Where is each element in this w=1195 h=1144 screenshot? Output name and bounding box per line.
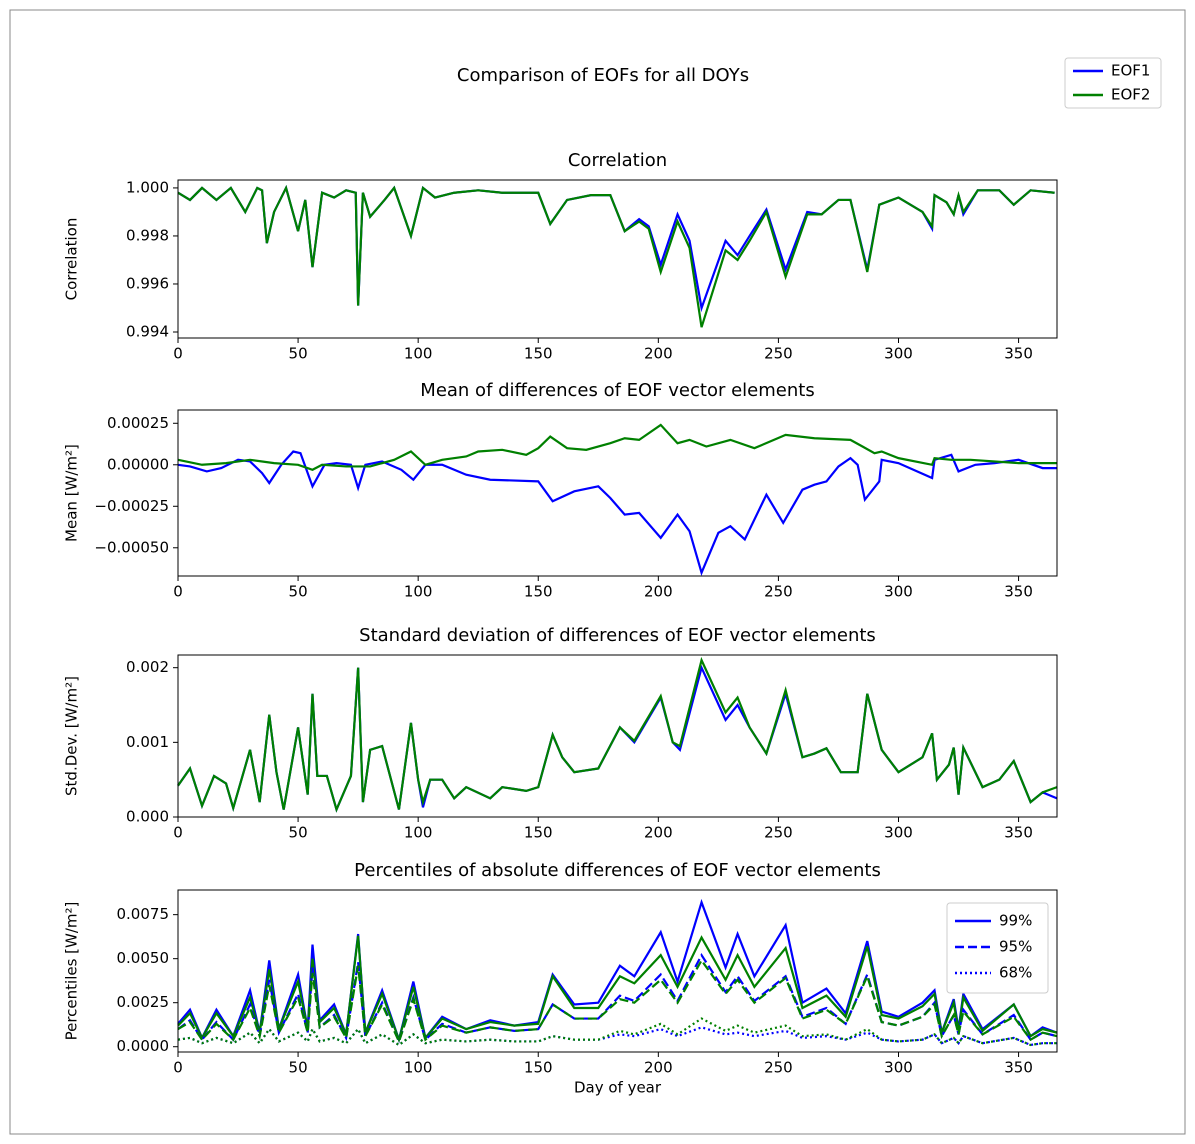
axes-frame xyxy=(177,889,1058,1053)
x-tick-label: 200 xyxy=(644,345,673,363)
x-tick-label: 200 xyxy=(644,1059,673,1077)
x-tick-label: 250 xyxy=(764,824,793,842)
legend-label: 68% xyxy=(999,964,1032,982)
data-line xyxy=(177,184,1055,328)
x-tick-label: 300 xyxy=(884,1059,913,1077)
x-tick-label: 0 xyxy=(173,345,183,363)
x-tick-label: 250 xyxy=(764,1059,793,1077)
y-tick-label: 0.0025 xyxy=(117,993,170,1011)
plot-area xyxy=(178,180,1057,338)
y-tick-label: 0.998 xyxy=(126,226,169,244)
x-tick-label: 250 xyxy=(764,583,793,601)
y-tick-label: −0.00050 xyxy=(94,538,169,556)
x-tick-label: 350 xyxy=(1004,1059,1033,1077)
legend-label: 95% xyxy=(999,938,1032,956)
x-tick-label: 250 xyxy=(764,345,793,363)
axes-frame xyxy=(177,654,1058,818)
x-tick-label: 150 xyxy=(524,824,553,842)
data-line xyxy=(177,958,1058,1045)
subplot-title: Standard deviation of differences of EOF… xyxy=(359,625,876,646)
x-tick-label: 350 xyxy=(1004,583,1033,601)
y-tick-label: 1.000 xyxy=(126,178,169,196)
x-tick-label: 50 xyxy=(289,345,308,363)
y-tick-label: 0.001 xyxy=(126,733,169,751)
axes-frame xyxy=(177,409,1058,577)
y-tick-label: 0.994 xyxy=(126,322,169,340)
y-axis-label: Std.Dev. [W/m²] xyxy=(63,676,81,796)
plot-area xyxy=(178,410,1057,576)
x-tick-label: 200 xyxy=(644,824,673,842)
y-tick-label: 0.0075 xyxy=(117,905,170,923)
x-tick-label: 300 xyxy=(884,583,913,601)
x-tick-label: 150 xyxy=(524,1059,553,1077)
x-tick-label: 150 xyxy=(524,583,553,601)
y-tick-label: 0.0050 xyxy=(117,949,170,967)
x-tick-label: 300 xyxy=(884,824,913,842)
y-tick-label: 0.996 xyxy=(126,274,169,292)
y-tick-label: 0.0000 xyxy=(117,1037,170,1055)
y-axis-label: Percentiles [W/m²] xyxy=(63,902,81,1041)
plot-area xyxy=(178,655,1057,817)
y-axis-label: Correlation xyxy=(63,218,81,301)
x-tick-label: 50 xyxy=(289,824,308,842)
legend-label: EOF1 xyxy=(1111,62,1150,80)
y-axis-label: Mean [W/m²] xyxy=(63,444,81,542)
legend-label: EOF2 xyxy=(1111,86,1150,104)
x-tick-label: 100 xyxy=(404,824,433,842)
x-tick-label: 200 xyxy=(644,583,673,601)
legend xyxy=(946,902,1049,994)
data-line xyxy=(177,1017,1057,1047)
subplot-title: Percentiles of absolute differences of E… xyxy=(354,860,881,881)
x-axis-label: Day of year xyxy=(574,1079,662,1097)
data-line xyxy=(177,898,1058,1044)
y-tick-label: 0.00025 xyxy=(107,414,169,432)
x-tick-label: 0 xyxy=(173,1059,183,1077)
y-tick-label: 0.002 xyxy=(126,658,169,676)
y-tick-label: 0.000 xyxy=(126,808,169,826)
x-tick-label: 100 xyxy=(404,345,433,363)
y-tick-label: −0.00025 xyxy=(94,497,169,515)
axes-frame xyxy=(177,179,1058,339)
figure-title: Comparison of EOFs for all DOYs xyxy=(457,65,749,86)
x-tick-label: 350 xyxy=(1004,824,1033,842)
x-tick-label: 350 xyxy=(1004,345,1033,363)
data-line xyxy=(177,952,1058,1045)
x-tick-label: 150 xyxy=(524,345,553,363)
x-tick-label: 300 xyxy=(884,345,913,363)
data-line xyxy=(177,450,1057,576)
y-tick-label: 0.00000 xyxy=(107,455,169,473)
data-line xyxy=(177,423,1057,471)
legend-label: 99% xyxy=(999,912,1032,930)
x-tick-label: 50 xyxy=(289,1059,308,1077)
x-tick-label: 50 xyxy=(289,583,308,601)
x-tick-label: 100 xyxy=(404,583,433,601)
x-tick-label: 0 xyxy=(173,583,183,601)
x-tick-label: 100 xyxy=(404,1059,433,1077)
data-line xyxy=(177,656,1058,813)
subplot-title: Correlation xyxy=(568,150,667,171)
subplot-title: Mean of differences of EOF vector elemen… xyxy=(420,380,814,401)
data-line xyxy=(177,935,1058,1044)
x-tick-label: 0 xyxy=(173,824,183,842)
